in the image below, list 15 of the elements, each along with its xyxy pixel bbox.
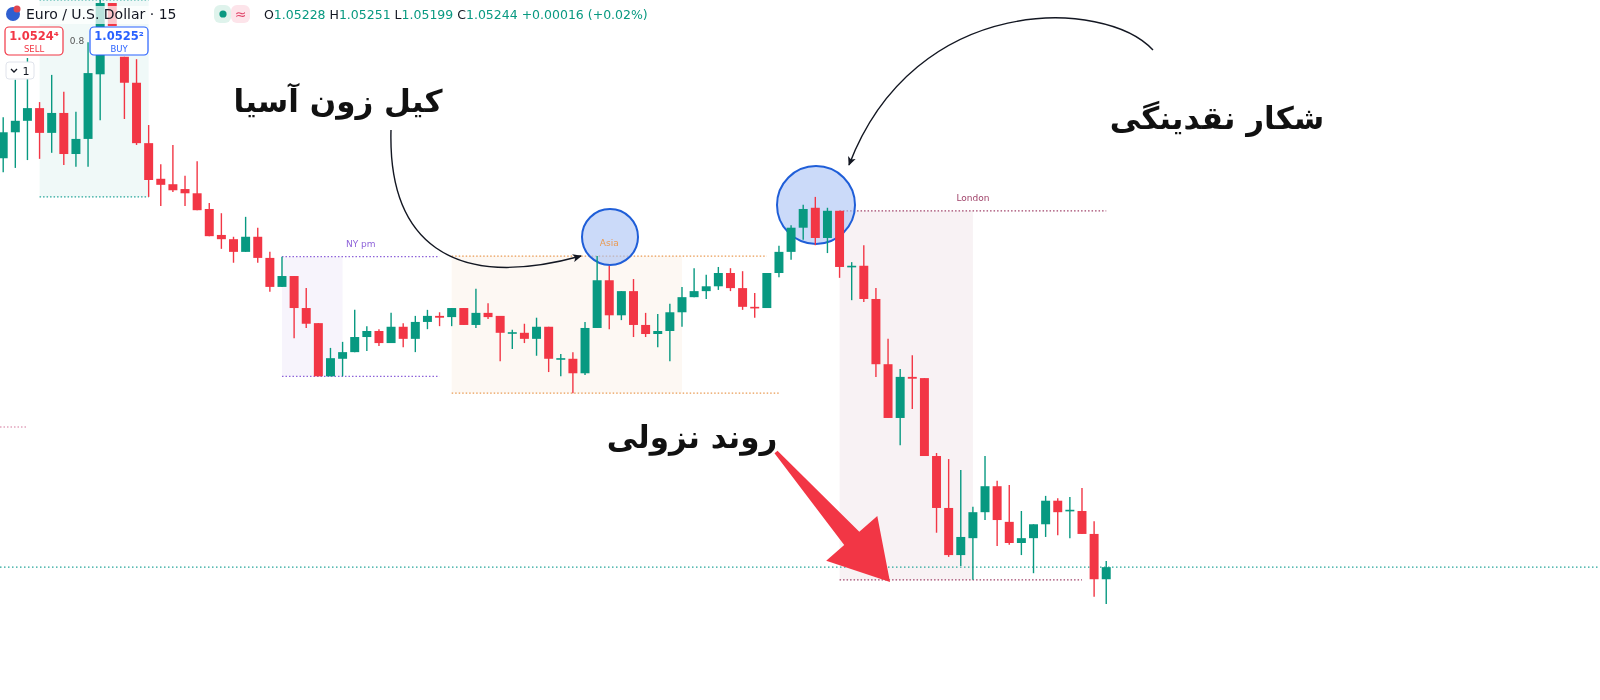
annotation: SELL — [23, 43, 45, 54]
annotation: 0.8 — [69, 36, 85, 46]
session-label: NY pm — [346, 238, 376, 249]
session-label: London — [956, 192, 990, 203]
session-label: Asia — [599, 238, 619, 249]
annotation: ≈ — [234, 6, 247, 22]
chart-title: Euro / U.S. Dollar · 15 — [26, 6, 177, 22]
text: O1.05228 H1.05251 L1.05199 C1.05244 +0.00016 (+0.02%) — [264, 7, 648, 22]
annotation: 1.0524⁴ — [9, 29, 59, 43]
annotation: BUY — [110, 43, 129, 54]
annotation: 1.0525² — [94, 29, 144, 43]
annotation: شکار نقدینگی — [1109, 100, 1325, 137]
annotation: روند نزولی — [606, 419, 778, 456]
annotation: 1 — [22, 65, 30, 78]
annotation: کیل زون آسیا — [233, 82, 444, 120]
